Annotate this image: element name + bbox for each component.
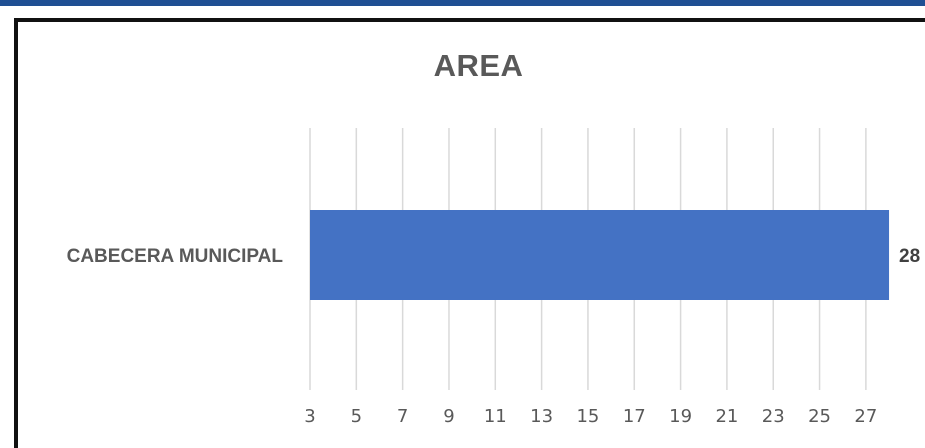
x-tick-label: 17	[623, 406, 646, 427]
x-tick-label: 19	[669, 406, 692, 427]
x-tick-label: 15	[576, 406, 599, 427]
x-tick-label: 27	[854, 406, 877, 427]
x-tick-label: 7	[397, 406, 408, 427]
x-tick-label: 23	[762, 406, 785, 427]
bars	[310, 210, 890, 300]
category-label: CABECERA MUNICIPAL	[67, 246, 284, 267]
x-tick-label: 21	[715, 406, 738, 427]
bar	[310, 210, 890, 300]
data-label: 28	[899, 246, 920, 267]
x-tick-label: 25	[808, 406, 831, 427]
header-strip	[0, 0, 925, 6]
x-tick-label: 3	[304, 406, 315, 427]
x-tick-label: 9	[443, 406, 454, 427]
labels: 3 5 7 9 11 13 15 17 19 21 23 25 27 CABECERA MUNICIPAL…	[67, 246, 921, 427]
x-tick-label: 13	[530, 406, 553, 427]
chart-title: AREA	[433, 48, 524, 83]
x-tick-label: 5	[351, 406, 362, 427]
x-tick-label: 11	[484, 406, 507, 427]
